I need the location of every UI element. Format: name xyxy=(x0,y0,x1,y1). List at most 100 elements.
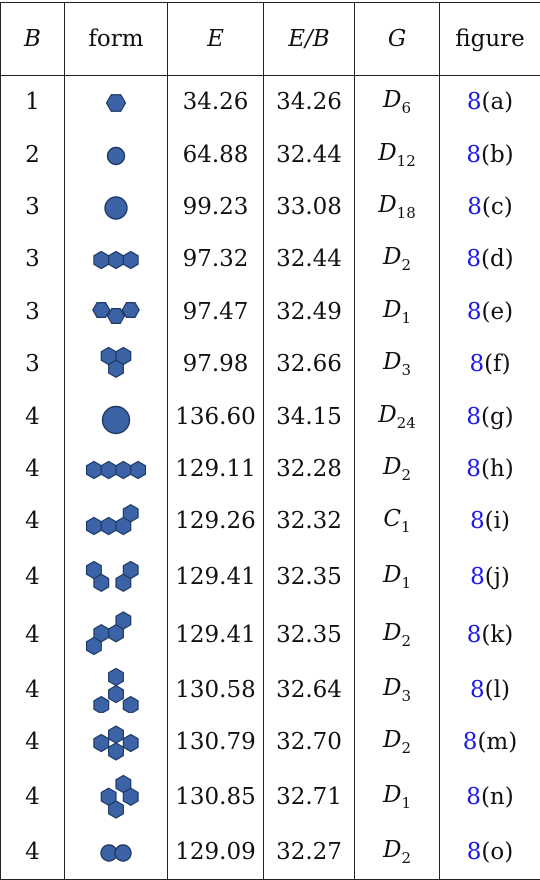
figure-panel-label: (e) xyxy=(482,299,514,325)
figure-link[interactable]: 8 xyxy=(467,839,482,865)
figure-link[interactable]: 8 xyxy=(466,142,481,168)
hex3-line-shape-icon xyxy=(66,236,166,282)
cell-form xyxy=(65,664,168,716)
cell-b: 3 xyxy=(1,233,65,285)
cell-g: D1 xyxy=(355,548,440,606)
cell-e: 129.41 xyxy=(168,548,264,606)
figure-link[interactable]: 8 xyxy=(470,677,485,703)
figure-link[interactable]: 8 xyxy=(466,404,481,430)
group-symbol: D xyxy=(383,675,401,701)
group-symbol: D xyxy=(378,402,396,428)
figure-panel-label: (n) xyxy=(481,784,514,810)
cell-b: 3 xyxy=(1,181,65,233)
cell-g: D1 xyxy=(355,768,440,826)
group-subscript: 1 xyxy=(401,309,411,327)
cell-b: 4 xyxy=(1,390,65,442)
cell-e-over-b: 32.32 xyxy=(264,495,355,547)
figure-panel-label: (a) xyxy=(481,89,513,115)
hex4-u-shape-icon xyxy=(66,552,166,602)
cell-g: D2 xyxy=(355,233,440,285)
cell-form xyxy=(65,768,168,826)
figure-link[interactable]: 8 xyxy=(469,351,484,377)
figure-link[interactable]: 8 xyxy=(466,456,481,482)
group-subscript: 1 xyxy=(401,794,411,812)
cell-e-over-b: 32.71 xyxy=(264,768,355,826)
cell-form xyxy=(65,495,168,547)
group-subscript: 2 xyxy=(401,466,411,484)
cell-figure: 8(f) xyxy=(440,338,540,390)
cell-g: D12 xyxy=(355,128,440,180)
cell-b: 4 xyxy=(1,443,65,495)
hex4-y-shape-icon xyxy=(66,772,166,822)
cell-figure: 8(l) xyxy=(440,664,540,716)
cell-e: 130.58 xyxy=(168,664,264,716)
group-subscript: 18 xyxy=(397,204,416,222)
cell-figure: 8(e) xyxy=(440,286,540,338)
disc-m-shape-icon xyxy=(66,184,166,230)
figure-link[interactable]: 8 xyxy=(466,784,481,810)
group-symbol: D xyxy=(383,87,401,113)
figure-link[interactable]: 8 xyxy=(467,194,482,220)
header-form: form xyxy=(65,3,168,76)
group-symbol: D xyxy=(383,244,401,270)
header-g: G xyxy=(355,3,440,76)
cell-e: 130.85 xyxy=(168,768,264,826)
group-symbol: D xyxy=(383,620,401,646)
cell-e-over-b: 32.44 xyxy=(264,128,355,180)
figure-link[interactable]: 8 xyxy=(470,508,485,534)
header-row: B form E E/B G figure xyxy=(1,3,540,76)
cell-b: 3 xyxy=(1,286,65,338)
cell-e: 129.11 xyxy=(168,443,264,495)
figure-panel-label: (d) xyxy=(481,246,514,272)
figure-link[interactable]: 8 xyxy=(466,246,481,272)
figure-link[interactable]: 8 xyxy=(467,89,482,115)
figure-link[interactable]: 8 xyxy=(467,622,482,648)
cell-g: D3 xyxy=(355,338,440,390)
hex4-hook-shape-icon xyxy=(66,498,166,544)
cell-b: 4 xyxy=(1,606,65,664)
header-e: E xyxy=(168,3,264,76)
cell-e-over-b: 32.27 xyxy=(264,826,355,879)
group-symbol: D xyxy=(378,140,396,166)
cell-b: 3 xyxy=(1,338,65,390)
group-symbol: D xyxy=(383,297,401,323)
group-subscript: 1 xyxy=(401,518,411,536)
figure-panel-label: (f) xyxy=(484,351,510,377)
figure-panel-label: (h) xyxy=(481,456,514,482)
figure-panel-label: (g) xyxy=(481,404,514,430)
cell-e: 97.32 xyxy=(168,233,264,285)
hex3-bent-shape-icon xyxy=(66,289,166,335)
cell-b: 4 xyxy=(1,664,65,716)
cell-e-over-b: 34.15 xyxy=(264,390,355,442)
figure-link[interactable]: 8 xyxy=(463,729,478,755)
group-symbol: D xyxy=(383,782,401,808)
figure-panel-label: (m) xyxy=(477,729,517,755)
figure-panel-label: (i) xyxy=(485,508,510,534)
cell-figure: 8(c) xyxy=(440,181,540,233)
hex4-line-shape-icon xyxy=(66,446,166,492)
cell-e-over-b: 32.35 xyxy=(264,606,355,664)
hex4-zig-shape-icon xyxy=(66,610,166,660)
cell-e-over-b: 32.49 xyxy=(264,286,355,338)
group-subscript: 2 xyxy=(401,739,411,757)
cell-figure: 8(m) xyxy=(440,716,540,768)
cell-g: C1 xyxy=(355,495,440,547)
figure-link[interactable]: 8 xyxy=(470,564,485,590)
figure-link[interactable]: 8 xyxy=(467,299,482,325)
group-subscript: 1 xyxy=(401,574,411,592)
cell-e: 130.79 xyxy=(168,716,264,768)
cell-form xyxy=(65,548,168,606)
group-symbol: D xyxy=(383,727,401,753)
cell-e: 97.98 xyxy=(168,338,264,390)
group-subscript: 3 xyxy=(401,687,411,705)
cell-e-over-b: 34.26 xyxy=(264,76,355,129)
disc-s-shape-icon xyxy=(66,132,166,178)
